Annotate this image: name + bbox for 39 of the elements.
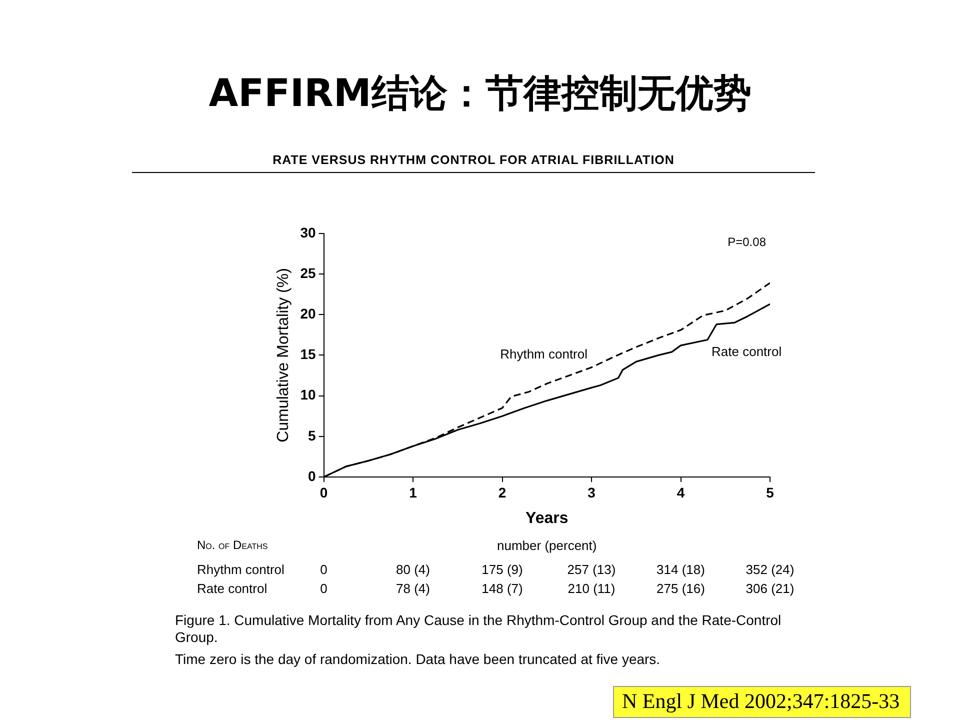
series-label: Rate control [712, 344, 782, 359]
text: 306 (21) [746, 581, 794, 596]
text: 78 (4) [396, 581, 430, 596]
x-tick-label: 0 [320, 484, 328, 500]
text: Rhythm control [197, 562, 284, 577]
text: 210 (11) [568, 581, 616, 596]
text: 0 [320, 581, 328, 596]
text: 148 (7) [482, 581, 523, 596]
y-tick-label: 5 [308, 427, 316, 444]
x-tick-label: 2 [498, 484, 506, 500]
x-axis-title: Years [526, 510, 568, 527]
text: number (percent) [497, 538, 597, 553]
text: 0 [320, 562, 328, 577]
text: 257 (13) [567, 562, 616, 577]
y-axis-title: Cumulative Mortality (%) [275, 268, 292, 442]
y-tick-label: 20 [300, 305, 316, 322]
text: Time zero is the day of randomization. Data have been truncated at five years. [175, 651, 660, 667]
chart-subtitle: RATE VERSUS RHYTHM CONTROL FOR ATRIAL FIBRILLATION [132, 153, 815, 173]
chart-title: AFFIRM结论：节律控制无优势 [208, 70, 752, 117]
annotation: P=0.08 [728, 235, 766, 250]
y-tick-label: 25 [300, 264, 316, 281]
series-label: Rhythm control [500, 346, 588, 362]
y-tick-label: 30 [300, 224, 316, 240]
x-tick-label: 5 [766, 484, 774, 500]
x-tick-label: 3 [588, 484, 596, 500]
text: 80 (4) [396, 562, 430, 577]
caption: Figure 1. Cumulative Mortality from Any Cause in the Rhythm-Control Group and the Rate-Control Group. [175, 612, 782, 646]
text: N Engl J Med 2002;347:1825-33 [613, 686, 911, 718]
text: 314 (18) [656, 562, 705, 577]
text: 275 (16) [656, 581, 705, 596]
x-tick-label: 4 [676, 484, 685, 500]
text: No. of Deaths [197, 538, 268, 552]
text: 175 (9) [482, 562, 523, 577]
y-tick-label: 15 [300, 346, 316, 362]
text: 352 (24) [746, 562, 794, 577]
y-tick-label: 10 [300, 386, 316, 403]
text: Rate control [197, 581, 268, 596]
y-tick-label: 0 [308, 468, 316, 484]
x-tick-label: 1 [409, 484, 418, 500]
